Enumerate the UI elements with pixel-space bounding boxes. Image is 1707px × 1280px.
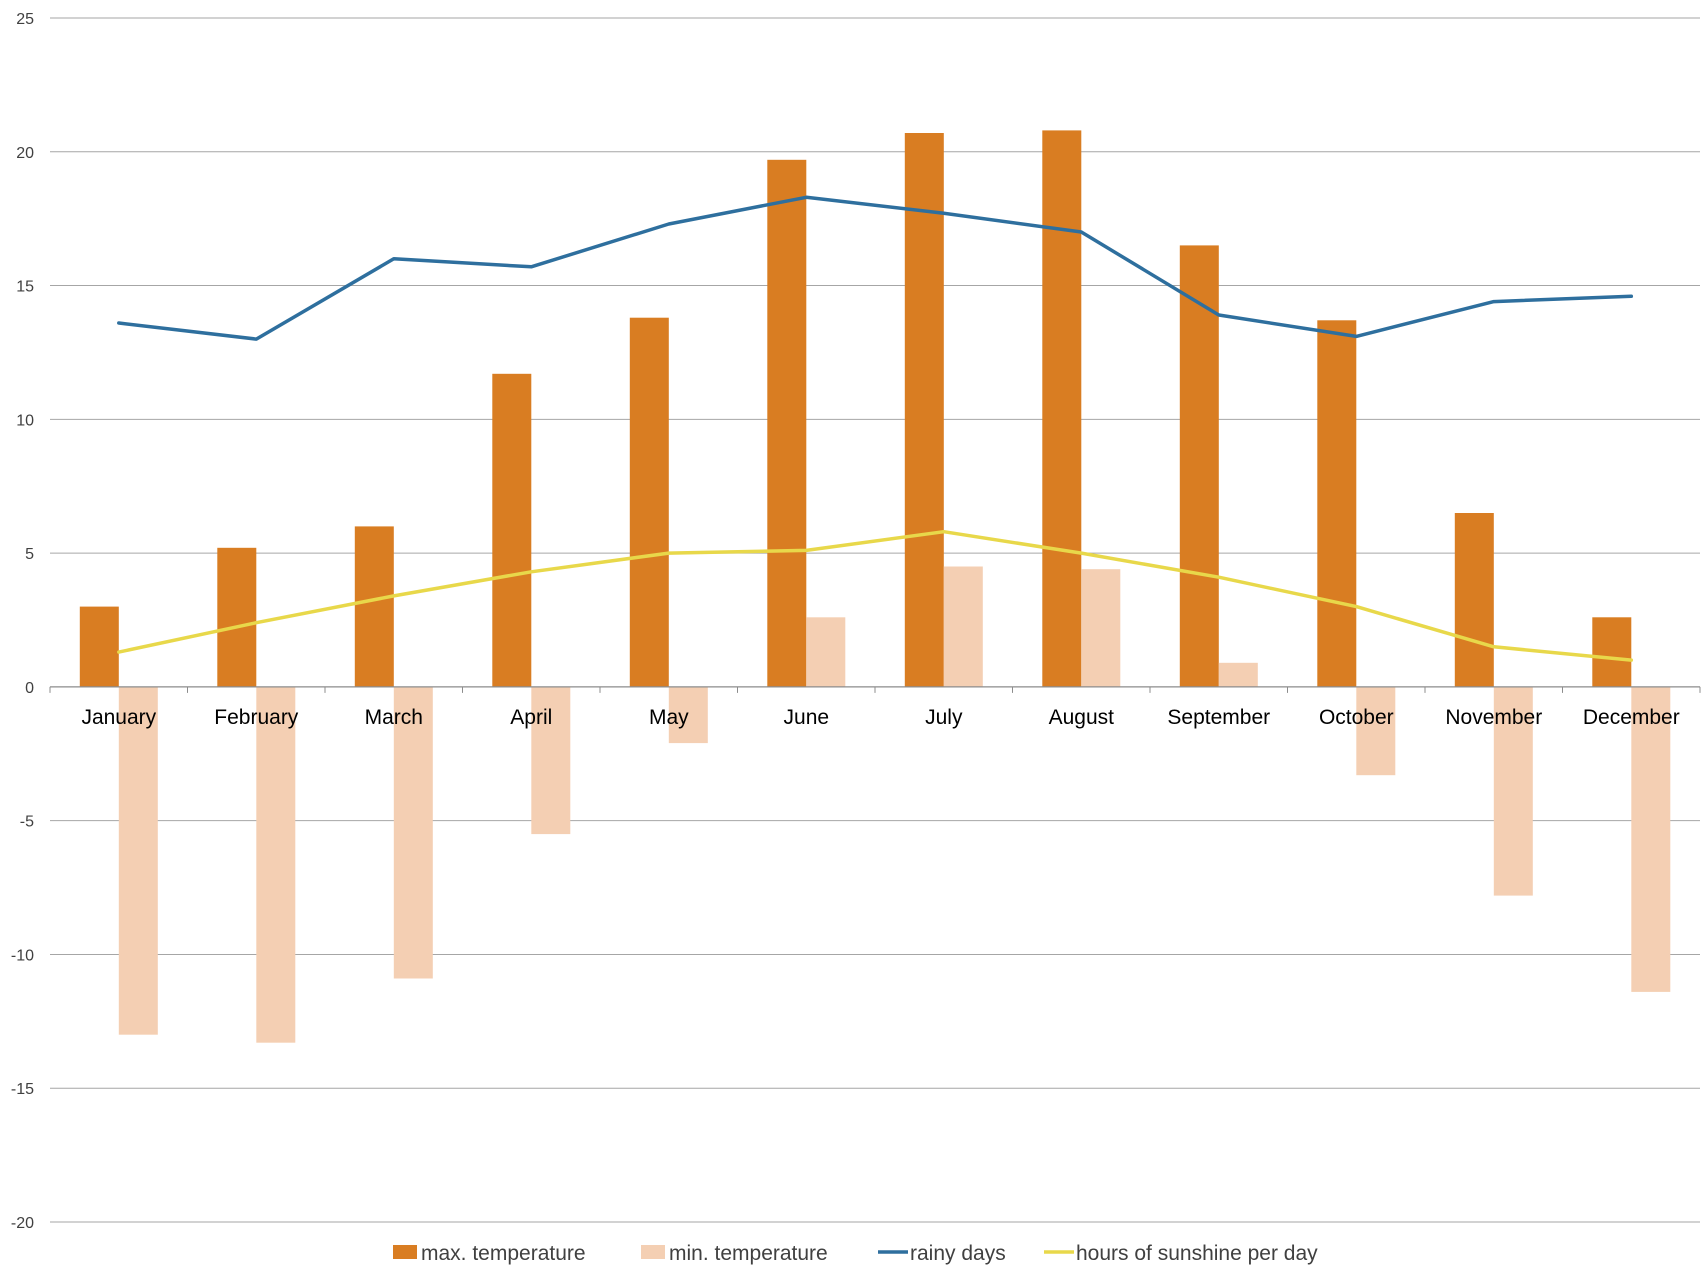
legend-label: min. temperature [669,1242,828,1265]
y-tick-label: -15 [11,1081,34,1098]
bars [79,130,1671,1043]
y-axis-ticks: 25 20 15 10 5 0 -5 -10 -15 -20 [11,11,34,1232]
x-category-label: December [1583,706,1680,729]
bar-max-temperature [217,547,257,687]
bar-max-temperature [1042,130,1082,687]
line-rainy-days [117,195,1634,341]
bar-min-temperature [1493,686,1533,896]
bar-max-temperature [1454,513,1494,687]
bar-min-temperature [1218,662,1258,687]
bar-min-temperature [531,686,571,835]
y-tick-label: -10 [11,947,34,964]
bar-max-temperature [629,317,669,687]
x-axis [49,686,1701,693]
bar-max-temperature [354,526,394,687]
bar-max-temperature [1592,617,1632,687]
legend-swatch [393,1245,417,1259]
bar-max-temperature [1179,245,1219,687]
y-tick-label: -5 [20,814,34,831]
x-category-label: September [1167,706,1270,729]
y-tick-label: -20 [11,1215,34,1232]
lines [117,195,1634,662]
bar-max-temperature [79,606,119,687]
bar-min-temperature [806,617,846,687]
y-tick-label: 20 [16,145,34,162]
x-category-label: June [784,706,830,729]
x-category-label: May [649,706,689,729]
y-tick-label: 5 [25,546,34,563]
legend: max. temperature min. temperature rainy da… [393,1242,1318,1265]
bar-max-temperature [1317,320,1357,687]
legend-label: max. temperature [421,1242,586,1265]
line-hours-of-sunshine-per-day [117,529,1634,662]
bar-min-temperature [118,686,158,1035]
y-tick-label: 15 [16,279,34,296]
bar-min-temperature [256,686,296,1043]
bar-max-temperature [904,133,944,687]
legend-swatch [641,1245,665,1259]
bar-min-temperature [668,686,708,744]
y-tick-label: 10 [16,412,34,429]
y-tick-label: 25 [16,11,34,28]
bar-min-temperature [943,566,983,687]
x-category-label: November [1445,706,1542,729]
x-axis-labels: January February March April May June July Augu… [81,706,1679,729]
x-category-label: August [1049,706,1115,729]
gridlines [50,17,1700,1223]
x-category-label: October [1319,706,1394,729]
legend-label: rainy days [910,1242,1006,1265]
x-category-label: April [510,706,552,729]
x-category-label: February [214,706,299,729]
bar-max-temperature [767,159,807,687]
y-tick-label: 0 [25,680,34,697]
x-category-label: January [81,706,156,729]
x-category-label: July [925,706,963,729]
bar-min-temperature [1081,569,1121,687]
bar-min-temperature [1356,686,1396,776]
bar-min-temperature [1631,686,1671,992]
bar-max-temperature [492,373,532,687]
bar-min-temperature [393,686,433,979]
legend-label: hours of sunshine per day [1076,1242,1318,1265]
x-category-label: March [365,706,423,729]
